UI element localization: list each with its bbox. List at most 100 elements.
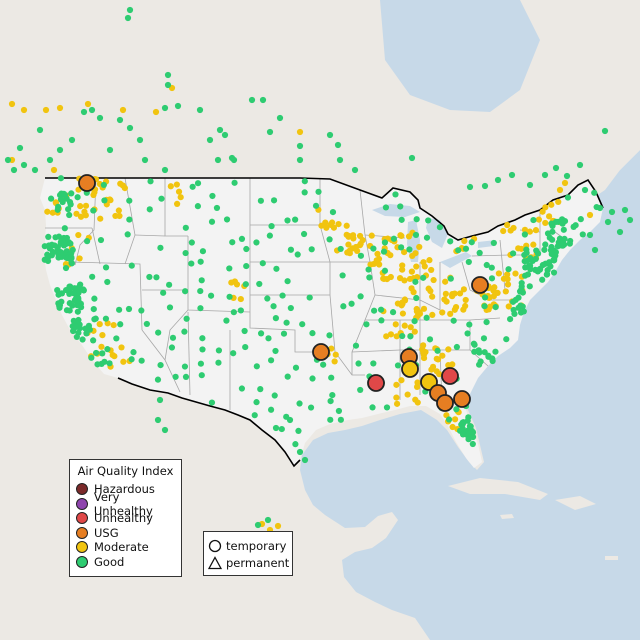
monitor-point: [237, 307, 244, 314]
monitor-point: [215, 347, 223, 354]
monitor-point: [401, 322, 408, 329]
monitor-point: [90, 305, 97, 313]
monitor-point: [99, 332, 106, 339]
monitor-point: [80, 287, 87, 294]
monitor-point: [465, 258, 472, 266]
monitor-point: [63, 286, 70, 294]
monitor-point: [98, 360, 105, 367]
monitor-point: [284, 278, 291, 285]
monitor-point: [616, 228, 624, 236]
legend-label: Unhealthy: [94, 511, 153, 525]
monitor-point: [20, 161, 28, 169]
monitor-point: [442, 278, 449, 285]
monitor-point: [119, 182, 126, 189]
monitor-point: [76, 255, 83, 262]
monitor-point: [526, 228, 533, 235]
monitor-point: [197, 360, 205, 367]
monitor-point: [447, 238, 454, 245]
monitor-marker-unhealthy[interactable]: [367, 374, 385, 392]
monitor-point: [280, 330, 288, 337]
monitor-point: [407, 324, 414, 331]
monitor-point: [155, 329, 162, 336]
monitor-point: [266, 128, 274, 136]
country-borders: [45, 177, 604, 468]
monitor-point: [455, 247, 462, 254]
monitor-point: [334, 141, 342, 149]
monitor-point: [387, 331, 395, 338]
monitor-point: [363, 321, 370, 328]
monitor-point: [253, 399, 260, 406]
monitor-point: [445, 346, 452, 353]
monitor-point: [461, 237, 468, 245]
monitor-point: [141, 156, 149, 164]
monitor-point: [253, 239, 260, 246]
monitor-point: [119, 106, 127, 114]
monitor-point: [128, 356, 135, 363]
hazardous-swatch: [76, 483, 88, 495]
legend-label: USG: [94, 526, 119, 540]
very-unhealthy-swatch: [76, 498, 88, 510]
monitor-point: [390, 235, 398, 242]
monitor-point: [118, 344, 125, 351]
monitor-marker-usg[interactable]: [78, 174, 96, 192]
legend-label: Moderate: [94, 540, 149, 554]
monitor-point: [74, 194, 81, 201]
monitor-point: [539, 276, 546, 283]
monitor-point: [507, 316, 514, 323]
monitor-marker-usg[interactable]: [436, 394, 454, 412]
monitor-point: [453, 343, 460, 351]
monitor-point: [83, 330, 90, 337]
monitor-point: [413, 263, 420, 270]
monitor-point: [10, 166, 18, 174]
monitor-point: [251, 412, 258, 419]
monitor-point: [517, 302, 524, 309]
monitor-point: [541, 246, 548, 253]
monitor-point: [67, 240, 74, 247]
monitor-point: [125, 305, 133, 313]
monitor-point: [348, 300, 355, 307]
monitor-point: [82, 202, 90, 209]
monitor-point: [284, 373, 291, 380]
monitor-point: [287, 304, 294, 312]
monitor-point: [451, 416, 459, 423]
monitor-point: [453, 406, 460, 413]
monitor-point: [216, 126, 224, 134]
monitor-point: [208, 218, 216, 225]
monitor-point: [413, 294, 420, 302]
monitor-point: [197, 305, 204, 312]
monitor-point: [356, 242, 364, 249]
monitor-point: [223, 317, 230, 324]
monitor-point: [340, 303, 347, 310]
circle-icon: [208, 539, 222, 552]
monitor-point: [207, 292, 215, 299]
monitor-marker-usg[interactable]: [453, 390, 471, 408]
monitor-point: [270, 197, 278, 204]
monitor-point: [70, 290, 77, 297]
monitor-point: [336, 156, 344, 164]
monitor-point: [197, 258, 204, 265]
monitor-marker-moderate[interactable]: [401, 360, 419, 378]
monitor-point: [208, 399, 216, 406]
monitor-point: [36, 126, 44, 134]
monitor-point: [477, 358, 484, 365]
monitor-point: [124, 14, 132, 22]
legend-item-usg: USG: [76, 526, 119, 540]
monitor-marker-usg[interactable]: [471, 276, 489, 294]
monitor-point: [98, 343, 105, 350]
monitor-point: [77, 203, 84, 210]
monitor-point: [586, 211, 594, 219]
monitor-point: [524, 257, 531, 265]
monitor-marker-usg[interactable]: [312, 343, 330, 361]
legend-item-permanent: permanent: [208, 555, 289, 570]
monitor-point: [376, 261, 383, 268]
monitor-point: [371, 307, 378, 314]
monitor-marker-unhealthy[interactable]: [441, 367, 459, 385]
monitor-point: [287, 246, 295, 253]
monitor-point: [253, 363, 260, 370]
monitor-point: [504, 221, 511, 229]
monitor-point: [510, 306, 517, 314]
monitor-point: [586, 231, 594, 239]
monitor-point: [486, 303, 494, 310]
monitor-point: [532, 227, 540, 234]
monitor-point: [230, 350, 237, 357]
